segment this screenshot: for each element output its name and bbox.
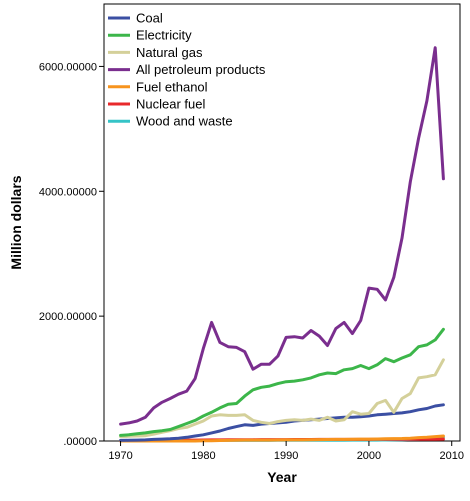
series-layer [119, 46, 445, 443]
legend-label: Electricity [136, 28, 192, 43]
plot-frame [103, 3, 461, 442]
x-axis: 1970 1980 1990 2000 2010 [108, 441, 464, 462]
y-tick-label: .00000 [63, 436, 97, 448]
y-tick-label: 4000.00000 [39, 186, 97, 198]
legend: Coal Electricity Natural gas All petroleum … [108, 11, 266, 129]
legend-label: Coal [136, 11, 163, 26]
legend-label: Fuel ethanol [136, 79, 208, 94]
x-tick-label: 1970 [108, 450, 132, 462]
series-line-fuel-ethanol [119, 434, 445, 443]
x-tick-label: 1990 [274, 450, 298, 462]
series-line-coal [119, 403, 445, 442]
x-tick-label: 1980 [191, 450, 215, 462]
legend-label: All petroleum products [136, 62, 266, 77]
y-tick-label: 2000.00000 [39, 311, 97, 323]
y-axis-title: Million dollars [8, 175, 24, 269]
legend-label: Natural gas [136, 45, 203, 60]
legend-label: Wood and waste [136, 114, 233, 129]
x-tick-label: 2000 [357, 450, 381, 462]
y-axis: .00000 2000.00000 4000.00000 6000.00000 [39, 61, 104, 448]
series-line-electricity [119, 327, 445, 437]
legend-label: Nuclear fuel [136, 97, 205, 112]
x-tick-label: 2010 [439, 450, 463, 462]
x-axis-title: Year [267, 469, 297, 485]
plot-border [103, 3, 461, 442]
series-line-all-petroleum-products [119, 46, 445, 426]
y-tick-label: 6000.00000 [39, 61, 97, 73]
